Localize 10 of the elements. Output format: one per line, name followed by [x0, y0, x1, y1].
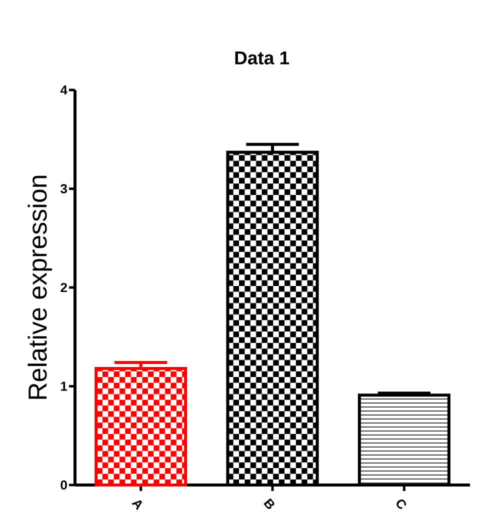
y-tick-label: 4	[60, 86, 68, 94]
x-tick-label: C	[396, 499, 406, 509]
chart-title: Data 1	[235, 52, 290, 64]
y-tick-label: 1	[61, 382, 68, 391]
y-axis-title: Relative expression	[28, 176, 52, 399]
y-tick-label: 2	[60, 282, 67, 292]
y-tick-label: 0	[60, 480, 67, 490]
x-tick-label: A	[132, 500, 142, 510]
x-tick-label: B	[264, 498, 274, 509]
y-tick-label: 3	[60, 184, 67, 194]
